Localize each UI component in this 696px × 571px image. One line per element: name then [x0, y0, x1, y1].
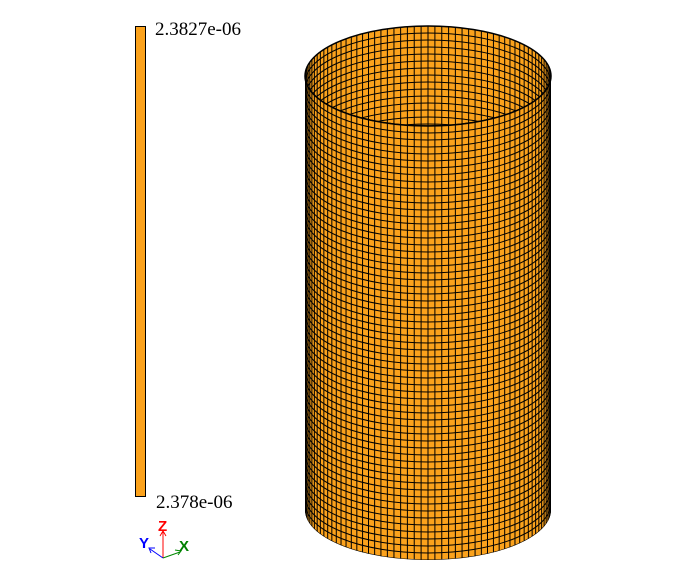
y-axis-arrow [148, 547, 164, 559]
z-axis-arrow [159, 530, 167, 558]
x-axis-arrow [162, 549, 182, 559]
color-legend-bar [135, 26, 146, 497]
z-axis-label: Z [158, 518, 167, 535]
y-axis-label: Y [139, 535, 149, 552]
axis-triad: Z Y X [139, 518, 189, 559]
top-rim [304, 25, 552, 127]
outer-wall-mesh [305, 26, 551, 560]
cylinder-mesh [304, 25, 552, 560]
legend-max-label: 2.3827e-06 [155, 19, 242, 40]
x-axis-label: X [179, 538, 189, 555]
legend-min-label: 2.378e-06 [156, 492, 233, 513]
